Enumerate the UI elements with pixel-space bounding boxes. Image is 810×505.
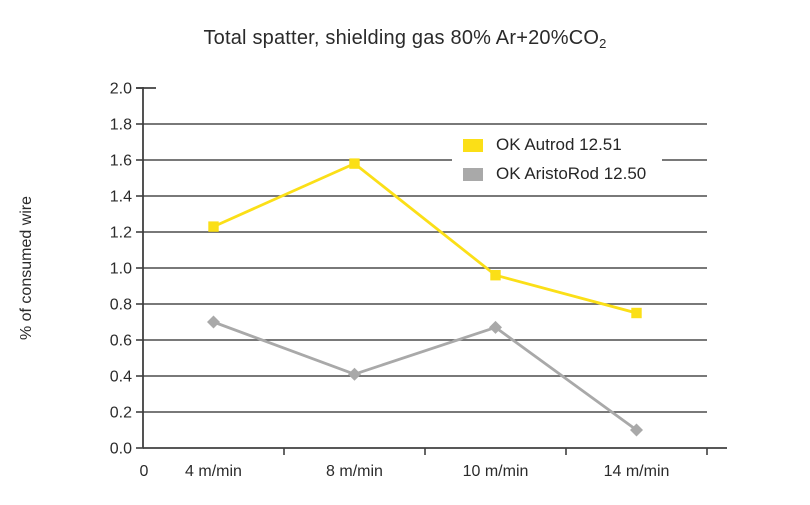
x-category-label-10-m-min: 10 m/min bbox=[463, 463, 529, 480]
y-tick-label-1.0: 1.0 bbox=[110, 261, 132, 278]
y-tick-label-0.8: 0.8 bbox=[110, 297, 132, 314]
legend-item-ok-aristorod-1250: OK AristoRod 12.50 bbox=[463, 164, 646, 184]
series-line-ok-autrod-12-51 bbox=[212, 162, 638, 315]
marker-ok-autrod-12-51-3 bbox=[631, 307, 642, 319]
y-tick-label-0.4: 0.4 bbox=[110, 369, 132, 386]
marker-ok-aristorod-12-50-0 bbox=[206, 315, 221, 329]
x-category-label-8-m-min: 8 m/min bbox=[326, 463, 383, 480]
x-category-label-4-m-min: 4 m/min bbox=[185, 463, 242, 480]
y-tick-label-0.2: 0.2 bbox=[110, 405, 132, 422]
legend-item-ok-autrod-1251: OK Autrod 12.51 bbox=[463, 135, 646, 155]
marker-ok-autrod-12-51-1 bbox=[349, 158, 360, 169]
x-category-label-14-m-min: 14 m/min bbox=[604, 463, 670, 480]
legend-label: OK AristoRod 12.50 bbox=[496, 164, 647, 183]
marker-ok-autrod-12-51-2 bbox=[490, 270, 501, 281]
legend-swatch-yellow bbox=[463, 138, 483, 152]
marker-ok-autrod-12-51-0 bbox=[208, 221, 219, 232]
legend-label: OK Autrod 12.51 bbox=[496, 135, 622, 154]
series-line-ok-aristorod-12-50 bbox=[212, 320, 638, 432]
legend-swatch-gray bbox=[463, 167, 483, 181]
chart-title-subscript: 2 bbox=[599, 36, 607, 51]
y-tick-label-1.2: 1.2 bbox=[110, 225, 132, 242]
y-tick-label-0.0: 0.0 bbox=[110, 441, 132, 458]
y-tick-label-1.4: 1.4 bbox=[110, 189, 132, 206]
marker-ok-aristorod-12-50-1 bbox=[347, 367, 362, 381]
marker-ok-aristorod-12-50-3 bbox=[629, 423, 644, 437]
legend: OK Autrod 12.51 OK AristoRod 12.50 bbox=[452, 130, 663, 191]
y-tick-label-2.0: 2.0 bbox=[110, 81, 132, 98]
y-tick-label-1.6: 1.6 bbox=[110, 153, 132, 170]
chart-title-text: Total spatter, shielding gas 80% Ar+20%C… bbox=[203, 27, 600, 49]
chart-title: Total spatter, shielding gas 80% Ar+20%C… bbox=[0, 27, 810, 51]
y-tick-label-0.6: 0.6 bbox=[110, 333, 132, 350]
x-origin-label: 0 bbox=[140, 463, 149, 480]
y-tick-label-1.8: 1.8 bbox=[110, 117, 132, 134]
marker-ok-aristorod-12-50-2 bbox=[488, 320, 503, 334]
